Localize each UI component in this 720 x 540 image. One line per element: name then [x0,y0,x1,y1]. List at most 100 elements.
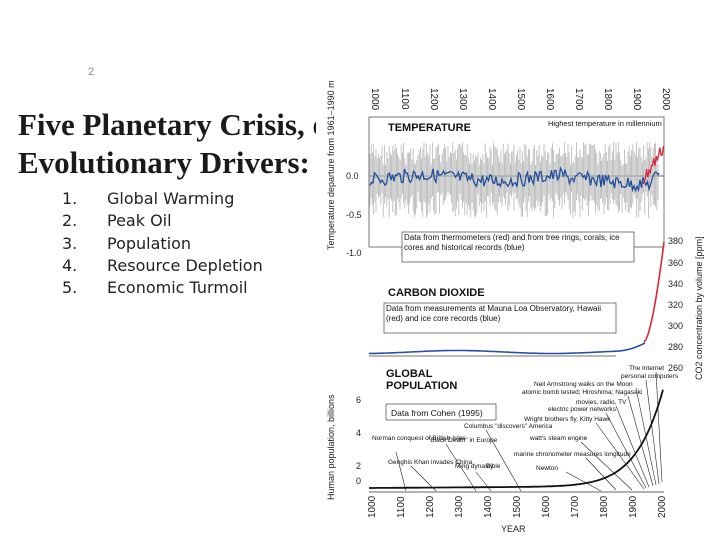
list-item: 4. Resource Depletion [62,255,263,277]
item-number: 5. [62,278,78,298]
list-item: 3. Population [62,233,263,255]
bottom-tick-label: 1300 [454,495,465,518]
event-pointer [565,471,602,492]
population-panel: Human population, billions 6 4 2 0 GLOBA… [326,355,679,500]
top-tick-label: 1200 [428,88,439,111]
item-label: Peak Oil [107,211,172,231]
co2-tick-label: 380 [668,236,683,246]
co2-heading: CARBON DIOXIDE [388,287,485,299]
population-heading: GLOBAL POPULATION [386,368,458,392]
item-number: 2. [62,211,78,231]
co2-panel: CARBON DIOXIDE Data from measurements at… [368,236,704,380]
event-pointer [627,395,654,487]
population-events: The Internet personal computers Neil Arm… [372,365,679,472]
population-caption: Data from Cohen (1995) [391,408,483,418]
list-item: 2. Peak Oil [62,210,263,232]
event-label: Wright brothers fly, Kitty Hawk [524,416,611,423]
top-tick-label: 1600 [544,88,555,111]
pop-tick-label: 4 [356,428,361,438]
item-label: Economic Turmoil [107,278,248,298]
temperature-axis-label: Temperature departure from 1961–1990 mea… [326,80,336,250]
event-label: electric power networks [548,406,617,413]
event-label: Norman conquest of British Isles [372,435,466,442]
co2-tick-label: 300 [668,321,683,331]
top-tick-label: 1100 [399,88,410,110]
item-number: 1. [62,189,78,208]
top-tick-label: 1700 [573,88,584,111]
temp-tick-label: -0.5 [346,210,362,220]
event-label: atomic bomb tested; Hiroshima; Nagasaki [522,389,642,396]
temperature-proxy-line [369,166,660,193]
top-year-ticks: 1000 1100 1200 1300 1400 1500 1600 1700 … [369,88,671,111]
co2-tick-label: 360 [668,258,683,268]
bottom-year-ticks: 1000 1100 1200 1300 1400 1500 1600 1700 … [367,495,668,518]
bottom-tick-label: 1200 [425,495,436,518]
bottom-tick-label: 1800 [599,495,610,518]
event-label: Bible [486,463,501,470]
item-label: Population [107,233,192,253]
co2-caption-wrap: Data from measurements at Mauna Loa Obse… [386,304,602,323]
bottom-tick-label: 1700 [570,495,581,518]
pop-tick-label: 0 [356,476,361,486]
event-label: Genghis Khan invades China [388,459,473,466]
temperature-caption-box [401,231,635,263]
population-heading-wrap: GLOBAL POPULATION [386,368,458,392]
event-label: Neil Armstrong walks on the Moon [534,381,633,388]
x-axis-label: YEAR [501,524,526,534]
event-pointer [580,441,633,491]
temperature-instrumental-line [642,145,665,185]
event-label: marine chronometer measures longitude [514,451,631,458]
event-pointer [645,379,660,485]
event-label: Columbus "discovers" America [464,423,553,430]
event-label: The Internet [629,365,664,372]
bottom-tick-label: 1100 [396,496,407,518]
co2-tick-label: 340 [668,279,683,289]
list-item: 5. Economic Turmoil [62,277,263,299]
co2-ice-core-line [368,342,646,355]
bottom-tick-label: 1400 [483,495,494,518]
event-label: "Black Death" in Europe [428,437,498,444]
temperature-heading: TEMPERATURE [388,122,471,134]
top-tick-label: 1300 [457,88,468,111]
event-label: movies, radio, TV [576,399,627,406]
top-tick-label: 1400 [486,88,497,111]
co2-tick-label: 320 [668,300,683,310]
population-curve [369,389,664,489]
bottom-tick-label: 1900 [628,495,639,518]
page-number: 2 [88,66,95,78]
event-pointer [485,429,522,492]
temperature-caption-wrap: Data from thermometers (red) and from tr… [404,233,620,252]
climate-figure: 1000 1100 1200 1300 1400 1500 1600 1700 … [316,80,710,540]
event-pointer [605,412,647,489]
driver-list: 1. Global Warming 2. Peak Oil 3. Population… [62,188,263,299]
co2-caption: Data from measurements at Mauna Loa Obse… [386,304,602,323]
bottom-tick-label: 1600 [541,495,552,518]
event-label: Ming dynasty [455,463,494,470]
temp-tick-label: -1.0 [346,248,362,258]
title-line-2: Evolutionary Drivers: [18,145,310,180]
event-label: Newton [536,465,558,472]
pop-tick-label: 6 [356,395,361,405]
event-pointer [595,422,645,490]
co2-caption-box [383,302,617,334]
item-number: 3. [62,233,78,253]
temperature-panel: TEMPERATURE Highest temperature in mille… [326,80,665,263]
event-label: personal computers [621,373,679,380]
co2-tick-label: 260 [668,363,683,373]
list-item: 1. Global Warming [62,188,263,210]
top-tick-label: 1500 [515,88,526,111]
title-line-1: Five Planetary Crisis, or [18,107,342,142]
item-number: 4. [62,255,78,275]
top-tick-label: 1900 [631,88,642,111]
bottom-tick-label: 2000 [657,495,668,518]
item-label: Global Warming [107,189,235,208]
event-pointer [445,443,477,492]
item-label: Resource Depletion [107,255,263,275]
event-pointer [585,457,617,491]
temperature-caption: Data from thermometers (red) and from tr… [404,233,620,252]
event-pointer [615,405,650,488]
bottom-tick-label: 1500 [512,495,523,518]
slide-title: Five Planetary Crisis, or Evolutionary D… [18,106,368,182]
temperature-note: Highest temperature in millennium [548,119,662,128]
